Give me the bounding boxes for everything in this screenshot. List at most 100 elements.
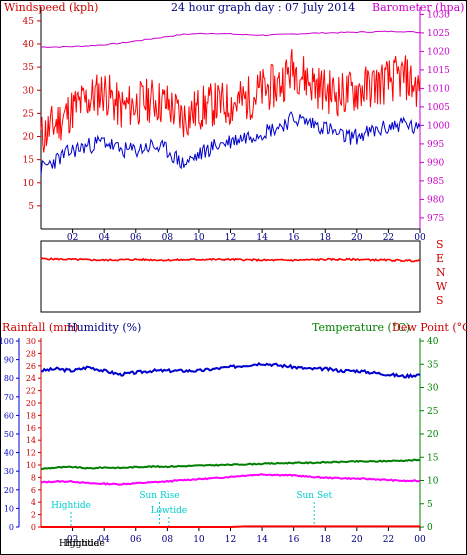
humidity-tick-label-5: 50 [4,430,14,439]
bottom-tide-label-1: Hightide [59,539,99,549]
barometer-line [40,30,421,48]
temperature-line [40,458,421,471]
rain-tick-label-12: 24 [26,374,36,383]
rain-tick-label-13: 26 [26,362,36,371]
rain-tick-label-3: 6 [31,486,36,495]
windspeed-axis-label: Windspeed (kph) [4,1,98,14]
dewpoint-axis-label: Dew Point (°C) [392,321,467,334]
annotation-label-2: Lowtide [151,506,188,516]
wind-barometer-panel: Windspeed (kph) 24 hour graph day : 07 J… [4,1,464,243]
left-tick-label-8: 45 [23,17,35,27]
x-tick-label-bottom-10: 22 [383,535,394,545]
chart-title: 24 hour graph day : 07 July 2014 [171,1,355,14]
rain-tick-label-5: 10 [26,461,36,470]
left-tick-labels: 5 10 15 20 25 30 35 40 45 [23,17,41,212]
right-tick-label-8: 1015 [427,66,450,76]
x-tick-label-11: 00 [414,233,426,243]
humidity-tick-labels: 0 10 20 30 40 50 60 70 80 90 100 [0,337,19,532]
x-tick-label-bottom-3: 08 [162,535,174,545]
x-tick-label-bottom-2: 06 [130,535,142,545]
x-tick-label-7: 16 [288,233,300,243]
humidity-tick-label-0: 0 [9,523,14,532]
direction-series [40,257,421,263]
temp-tick-label-3: 15 [427,453,439,463]
x-tick-label-3: 08 [162,233,174,243]
x-tick-label-9: 20 [351,233,363,243]
left-tick-label-7: 40 [23,40,35,50]
x-tick-label-10: 22 [383,233,394,243]
rain-humidity-temp-panel: Rainfall (mm) Humidity (%) Temperature (… [0,321,467,549]
annotations: Hightide Sun Rise Lowtide Sun Set [51,491,332,527]
right-tick-label-1: 980 [427,195,444,205]
temp-tick-label-0: 0 [427,523,433,533]
annotation-label-3: Sun Set [296,491,332,501]
bottom-tide-label-2: Hightide [65,539,105,549]
x-tick-label-bottom-5: 12 [225,535,236,545]
left-tick-label-3: 20 [23,133,35,143]
x-tick-label-0: 02 [67,233,78,243]
direction-label-2: N [436,266,446,279]
direction-label-0: S [436,238,444,251]
x-tick-label-bottom-9: 20 [351,535,363,545]
x-tick-label-8: 18 [320,233,332,243]
right-tick-label-10: 1025 [427,29,450,39]
rain-tick-label-9: 18 [26,411,36,420]
wind-direction-line [40,257,421,263]
rain-tick-label-1: 2 [31,511,36,520]
right-tick-label-5: 1000 [427,121,450,131]
x-tick-label-1: 04 [98,233,110,243]
humidity-tick-label-8: 80 [4,374,14,383]
humidity-tick-label-9: 90 [4,356,14,365]
humidity-tick-label-7: 70 [4,393,14,402]
x-tick-label-bottom-7: 16 [288,535,300,545]
right-tick-label-11: 1030 [427,10,450,20]
rain-tick-label-15: 30 [26,337,36,346]
humidity-tick-label-6: 60 [4,411,14,420]
right-tick-label-3: 990 [427,158,444,168]
temp-tick-label-1: 5 [427,500,433,510]
temperature-tick-labels: 0 5 10 15 20 25 30 35 40 [420,337,439,533]
x-tick-label-bottom-4: 10 [193,535,205,545]
rain-tick-label-7: 14 [26,436,36,445]
humidity-tick-label-10: 100 [0,337,14,346]
left-tick-label-5: 30 [23,86,35,96]
temp-tick-label-2: 10 [427,477,439,487]
temp-tick-label-8: 40 [427,337,439,347]
annotation-label-1: Sun Rise [139,491,179,501]
humidity-tick-label-4: 40 [4,449,14,458]
humidity-tick-label-3: 30 [4,467,14,476]
wind-gust-line [40,49,421,153]
x-tick-label-bottom-6: 14 [256,535,268,545]
temp-tick-label-4: 20 [427,430,439,440]
left-tick-label-4: 25 [23,109,35,119]
x-tick-labels-bottom: 02 04 06 08 10 12 14 16 18 20 22 00 [67,527,426,545]
temp-tick-label-6: 30 [427,384,439,394]
direction-panel-frame [40,240,421,313]
rain-tick-label-14: 28 [26,349,36,358]
left-tick-label-6: 35 [23,63,35,73]
annotation-label-0: Hightide [51,501,91,511]
right-tick-label-2: 985 [427,177,444,187]
dewpoint-line [40,473,421,486]
right-tick-label-4: 995 [427,140,444,150]
x-tick-label-bottom-8: 18 [320,535,332,545]
rain-tick-label-4: 8 [31,473,36,482]
right-tick-label-9: 1020 [427,47,450,57]
humidity-line [40,361,421,380]
humidity-axis-label: Humidity (%) [67,321,141,334]
wind-speed-line [40,111,421,176]
rainfall-axis-label: Rainfall (mm) [2,321,78,334]
x-tick-label-6: 14 [256,233,268,243]
left-tick-label-1: 10 [23,179,35,189]
x-tick-label-bottom-0: 02 [67,535,78,545]
right-tick-label-7: 1010 [427,84,450,94]
series-lines-bottom [40,361,421,528]
direction-label-4: S [436,294,444,307]
x-tick-label-bottom-1: 04 [98,535,110,545]
barometer-axis-label: Barometer (hpa) [372,1,464,14]
